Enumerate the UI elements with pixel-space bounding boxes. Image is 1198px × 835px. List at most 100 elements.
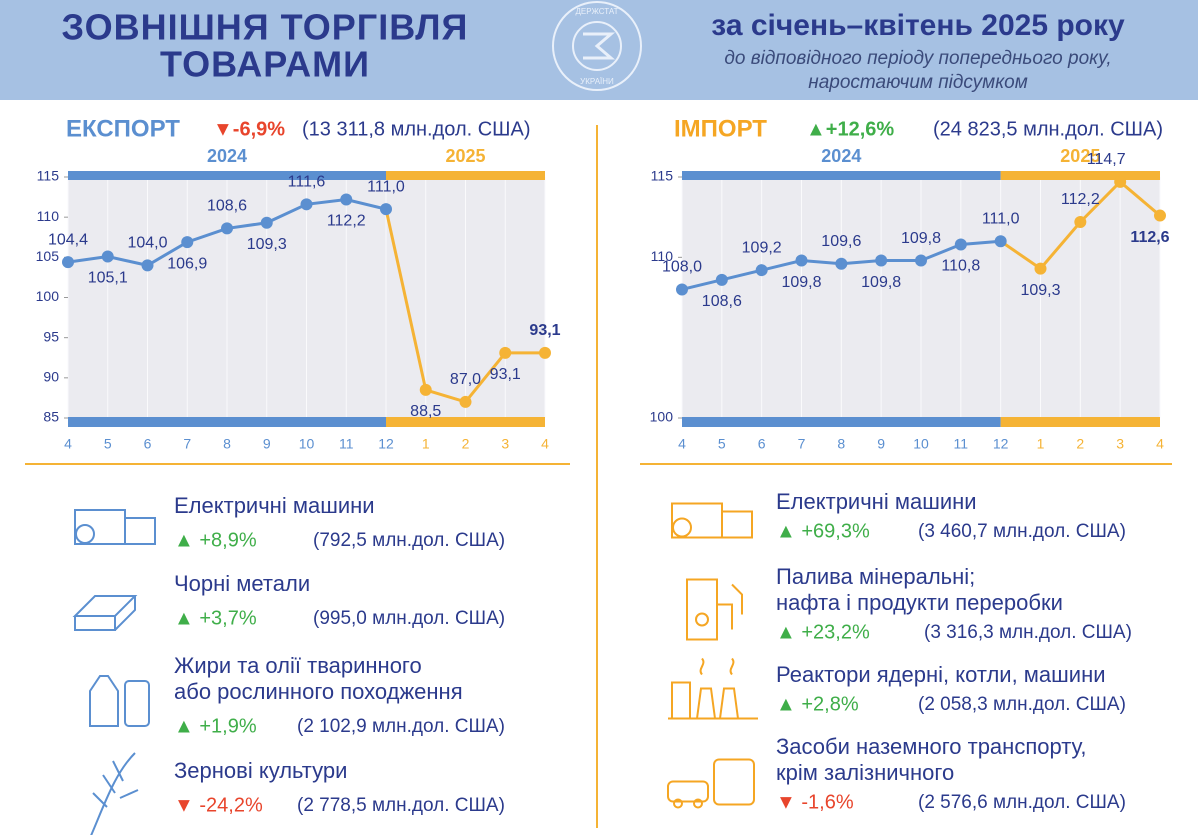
title: ЗОВНІШНЯ ТОРГІВЛЯ (62, 7, 469, 48)
value-label: 87,0 (450, 371, 481, 388)
item-name: крім залізничного (776, 760, 954, 785)
value-label: 93,1 (529, 322, 560, 339)
point (715, 273, 728, 286)
x-tick-label: 4 (64, 436, 72, 452)
logo-text: ДЕРЖСТАТ (575, 7, 618, 16)
period-strip (682, 417, 1001, 427)
item-name: Палива мінеральні; (776, 564, 975, 589)
icon (672, 517, 692, 538)
x-tick-label: 11 (954, 436, 969, 452)
value-label: 108,6 (702, 293, 742, 310)
point (676, 283, 688, 296)
point (181, 236, 194, 249)
logo (583, 32, 616, 60)
item-change: ▼ -24,2% (174, 794, 263, 816)
icon (671, 681, 691, 720)
icon (74, 509, 126, 545)
x-tick-label: 9 (263, 436, 271, 452)
x-tick-label: 2 (462, 436, 470, 452)
x-tick-label: 3 (1116, 436, 1124, 452)
item-name: Зернові культури (174, 758, 347, 783)
value-label: 108,6 (207, 198, 247, 215)
item-change: ▲ +2,8% (776, 693, 859, 715)
icon (124, 517, 156, 545)
y-tick-label: 115 (37, 168, 60, 184)
point (340, 193, 353, 206)
value-label: 111,6 (288, 174, 326, 191)
item-name: Електричні машини (174, 493, 375, 518)
item-amount: (2 778,5 млн.дол. США) (297, 795, 505, 816)
value-label: 88,5 (410, 403, 441, 420)
x-tick-label: 1 (422, 436, 430, 452)
period-strip (1000, 417, 1160, 427)
point (141, 259, 154, 272)
item-change: ▲ +23,2% (776, 621, 870, 643)
note: наростаючим підсумком (808, 72, 1028, 93)
point (419, 383, 432, 396)
chart-title: ЕКСПОРТ (66, 115, 180, 142)
item-name: або рослинного походження (174, 679, 463, 704)
x-tick-label: 4 (1156, 436, 1164, 452)
item-name: Реактори ядерні, котли, машини (776, 662, 1106, 687)
icon (695, 612, 709, 627)
icon (124, 680, 150, 727)
item-name: Електричні машини (776, 489, 977, 514)
period-strip (68, 417, 386, 427)
period-label: 2025 (1060, 146, 1100, 166)
period: за січень–квітень 2025 року (711, 9, 1125, 42)
x-tick-label: 11 (339, 436, 354, 452)
x-tick-label: 4 (541, 436, 549, 452)
note: до відповідного періоду попереднього рок… (724, 48, 1111, 69)
point (994, 235, 1007, 248)
item-change: ▲ +3,7% (174, 607, 257, 629)
item-change: ▼ -1,6% (776, 791, 854, 813)
period-strip (386, 171, 545, 180)
value-label: 93,1 (490, 366, 521, 383)
value-label: 111,0 (367, 178, 405, 195)
icon (90, 752, 139, 835)
x-tick-label: 10 (913, 436, 929, 452)
point (795, 254, 808, 267)
logo (572, 21, 622, 71)
value-label: 112,2 (327, 213, 366, 230)
item-amount: (995,0 млн.дол. США) (313, 608, 505, 629)
logo (552, 1, 642, 91)
x-tick-label: 6 (144, 436, 152, 452)
item-name: нафта і продукти переробки (776, 590, 1063, 615)
period-strip (68, 171, 386, 180)
total: (13 311,8 млн.дол. США) (302, 118, 531, 140)
x-tick-label: 9 (877, 436, 885, 452)
y-tick-label: 100 (650, 409, 674, 425)
icon (668, 657, 758, 720)
y-tick-label: 105 (36, 248, 60, 264)
value-label: 109,8 (901, 230, 941, 247)
chart-title: ІМПОРТ (674, 115, 767, 142)
period-label: 2025 (445, 146, 485, 166)
point (300, 198, 313, 211)
x-tick-label: 12 (378, 436, 394, 452)
x-tick-label: 6 (758, 436, 766, 452)
point (1034, 262, 1047, 275)
title: ТОВАРАМИ (160, 44, 370, 85)
point (915, 254, 927, 267)
point (101, 250, 114, 263)
value-label: 104,0 (127, 235, 167, 252)
x-tick-label: 3 (501, 436, 509, 452)
x-tick-label: 10 (299, 436, 315, 452)
x-tick-label: 1 (1037, 436, 1045, 452)
value-label: 114,7 (1087, 151, 1126, 168)
value-label: 109,2 (742, 239, 782, 256)
item-name: Жири та олії тваринного (174, 653, 422, 678)
icon (72, 595, 138, 631)
point (62, 256, 74, 269)
x-tick-label: 8 (223, 436, 231, 452)
period-label: 2024 (207, 146, 247, 166)
x-tick-label: 7 (798, 436, 806, 452)
point (221, 222, 233, 235)
value-label: 104,4 (48, 231, 88, 248)
y-tick-label: 110 (651, 248, 674, 264)
point (459, 395, 472, 408)
point (1074, 215, 1087, 228)
x-tick-label: 5 (718, 436, 726, 452)
point (499, 346, 512, 359)
